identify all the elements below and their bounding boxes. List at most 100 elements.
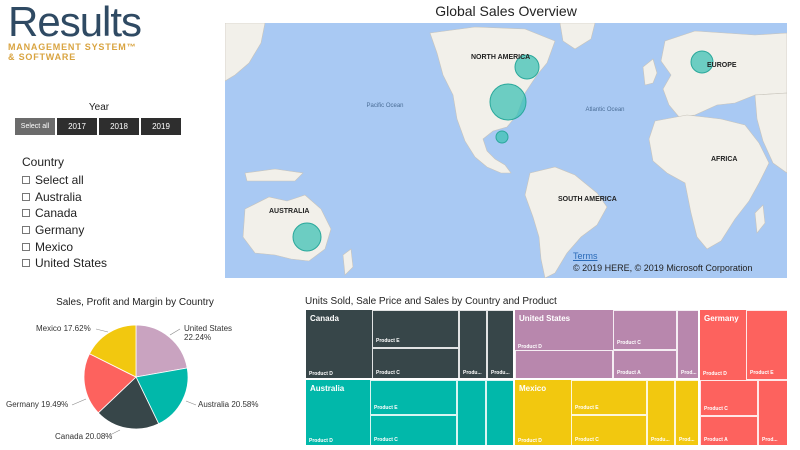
treemap-germany[interactable]: Germany Product D Product E Product C Pr… — [699, 309, 788, 446]
country-slicer-title: Country — [22, 155, 65, 169]
treemap-product-label: Product A — [704, 437, 728, 443]
treemap-product-tile[interactable]: Product E — [370, 380, 457, 415]
treemap-australia[interactable]: Australia Product E Product D Product C — [305, 379, 514, 446]
treemap-united-states[interactable]: United States Product D Product C Produc… — [514, 309, 699, 379]
year-2018-button[interactable]: 2018 — [98, 117, 140, 136]
treemap-product-tile[interactable]: Product E — [372, 310, 459, 348]
treemap-product-tile[interactable]: Prod... — [675, 380, 698, 445]
checkbox-icon[interactable] — [22, 192, 30, 201]
logo-line-1: MANAGEMENT SYSTEM™ — [8, 42, 137, 52]
treemap-title: Units Sold, Sale Price and Sales by Coun… — [305, 296, 557, 307]
country-option-select-all[interactable]: Select all — [22, 172, 107, 189]
treemap-product-tile[interactable]: Product C — [613, 310, 677, 350]
treemap-product-tile[interactable]: Product D — [306, 310, 372, 378]
treemap-product-tile[interactable]: Produ... — [647, 380, 675, 445]
greenland-landmass — [559, 23, 596, 50]
treemap-product-tile[interactable]: Product D — [515, 380, 571, 445]
treemap-product-tile[interactable] — [515, 350, 613, 378]
treemap-country-label: Germany — [704, 314, 739, 323]
treemap-product-label: Product D — [518, 344, 542, 350]
treemap-product-tile[interactable] — [457, 380, 486, 445]
treemap-product-label: Produ... — [491, 370, 510, 376]
treemap-country-label: Australia — [310, 384, 345, 393]
treemap-product-tile[interactable]: Product C — [700, 380, 758, 416]
treemap-product-tile[interactable]: Product D — [306, 380, 370, 445]
treemap-product-tile[interactable]: Product D — [700, 310, 746, 380]
treemap-product-tile[interactable]: Product C — [370, 415, 457, 445]
year-2017-button[interactable]: 2017 — [56, 117, 98, 136]
pie-slice-canada[interactable] — [97, 376, 160, 430]
country-option-mexico[interactable]: Mexico — [22, 238, 107, 255]
germany-sales-bubble[interactable] — [690, 50, 714, 74]
europe-label: EUROPE — [707, 62, 737, 69]
australia-sales-bubble[interactable] — [292, 222, 322, 252]
treemap-product-tile[interactable]: Prod... — [677, 310, 698, 378]
north-america-label: NORTH AMERICA — [471, 54, 531, 61]
treemap-product-label: Product E — [376, 338, 400, 344]
atlantic-ocean-label: Atlantic Ocean — [585, 107, 625, 113]
treemap-product-label: Product C — [374, 437, 398, 443]
treemap-product-tile[interactable]: Product C — [571, 415, 647, 445]
treemap-product-label: Prod... — [762, 437, 778, 443]
treemap-product-label: Product C — [575, 437, 599, 443]
treemap-product-tile[interactable]: Produ... — [459, 310, 487, 378]
treemap-product-tile[interactable]: Product E — [571, 380, 647, 415]
treemap-mexico[interactable]: Mexico Product E Product D Product C Pro… — [514, 379, 699, 446]
checkbox-icon[interactable] — [22, 242, 30, 251]
pie-slice-united-states[interactable] — [135, 324, 188, 378]
country-option-united-states[interactable]: United States — [22, 255, 107, 272]
new-zealand-landmass — [342, 248, 354, 276]
checkbox-icon[interactable] — [22, 176, 30, 185]
treemap-product-label: Product E — [374, 405, 398, 411]
pie-slice-australia[interactable] — [135, 367, 189, 425]
pie-label-canada: Canada 20.08% — [55, 432, 113, 441]
map-terms-link[interactable]: Terms — [573, 251, 598, 261]
treemap-product-label: Product C — [617, 340, 641, 346]
treemap-product-label: Produ... — [463, 370, 482, 376]
treemap-product-tile[interactable]: Product C — [372, 348, 459, 378]
treemap-product-tile[interactable]: Product A — [613, 350, 677, 378]
pie-slice-germany[interactable] — [83, 353, 137, 414]
pacific-ocean-label: Pacific Ocean — [366, 103, 404, 109]
treemap-product-label: Product D — [309, 438, 333, 444]
mexico-sales-bubble[interactable] — [495, 130, 509, 144]
australia-label: AUSTRALIA — [269, 208, 310, 215]
leader-line-united-states — [169, 328, 181, 336]
treemap-canada[interactable]: Canada Product E Product D Product C Pro… — [305, 309, 514, 379]
treemap-product-label: Prod... — [681, 370, 697, 376]
checkbox-icon[interactable] — [22, 209, 30, 218]
country-option-australia[interactable]: Australia — [22, 189, 107, 206]
logo-line-2: & SOFTWARE — [8, 52, 76, 62]
country-option-label: Mexico — [35, 239, 74, 254]
sales-map[interactable]: Pacific Ocean Atlantic Ocean NORTH AMERI… — [225, 23, 787, 278]
pie-chart-svg — [71, 324, 197, 436]
country-option-canada[interactable]: Canada — [22, 205, 107, 222]
year-2019-button[interactable]: 2019 — [140, 117, 182, 136]
pie-chart-title: Sales, Profit and Margin by Country — [56, 297, 214, 308]
year-select-all-button[interactable]: Select all — [14, 117, 56, 136]
results-logo: Results MANAGEMENT SYSTEM™ & SOFTWARE — [8, 1, 208, 72]
treemap-product-tile[interactable]: Product A — [700, 416, 758, 445]
year-slicer: Select all 2017 2018 2019 — [14, 117, 182, 136]
treemap-product-label: Product D — [309, 371, 333, 377]
treemap-product-tile[interactable] — [486, 380, 513, 445]
treemap-product-tile[interactable]: Prod... — [758, 380, 787, 445]
treemap-product-tile[interactable]: Product E — [746, 310, 787, 380]
country-option-label: United States — [35, 256, 108, 271]
treemap-product-tile[interactable]: Produ... — [487, 310, 513, 378]
treemap-product-tile[interactable]: Product D — [515, 310, 613, 378]
united-states-sales-bubble[interactable] — [489, 83, 527, 121]
canada-sales-bubble[interactable] — [514, 54, 540, 80]
pie-slice-mexico[interactable] — [88, 324, 137, 378]
map-land-layer — [225, 23, 787, 278]
leader-line-germany — [71, 398, 87, 406]
africa-label: AFRICA — [711, 156, 738, 163]
map-title: Global Sales Overview — [435, 3, 577, 19]
map-copyright: © 2019 HERE, © 2019 Microsoft Corporatio… — [573, 263, 753, 273]
treemap-country-label: Mexico — [519, 384, 547, 393]
country-option-germany[interactable]: Germany — [22, 222, 107, 239]
checkbox-icon[interactable] — [22, 226, 30, 235]
checkbox-icon[interactable] — [22, 259, 30, 268]
treemap-product-label: Product C — [704, 406, 728, 412]
country-slicer: Select all Australia Canada Germany Mexi… — [22, 172, 107, 272]
